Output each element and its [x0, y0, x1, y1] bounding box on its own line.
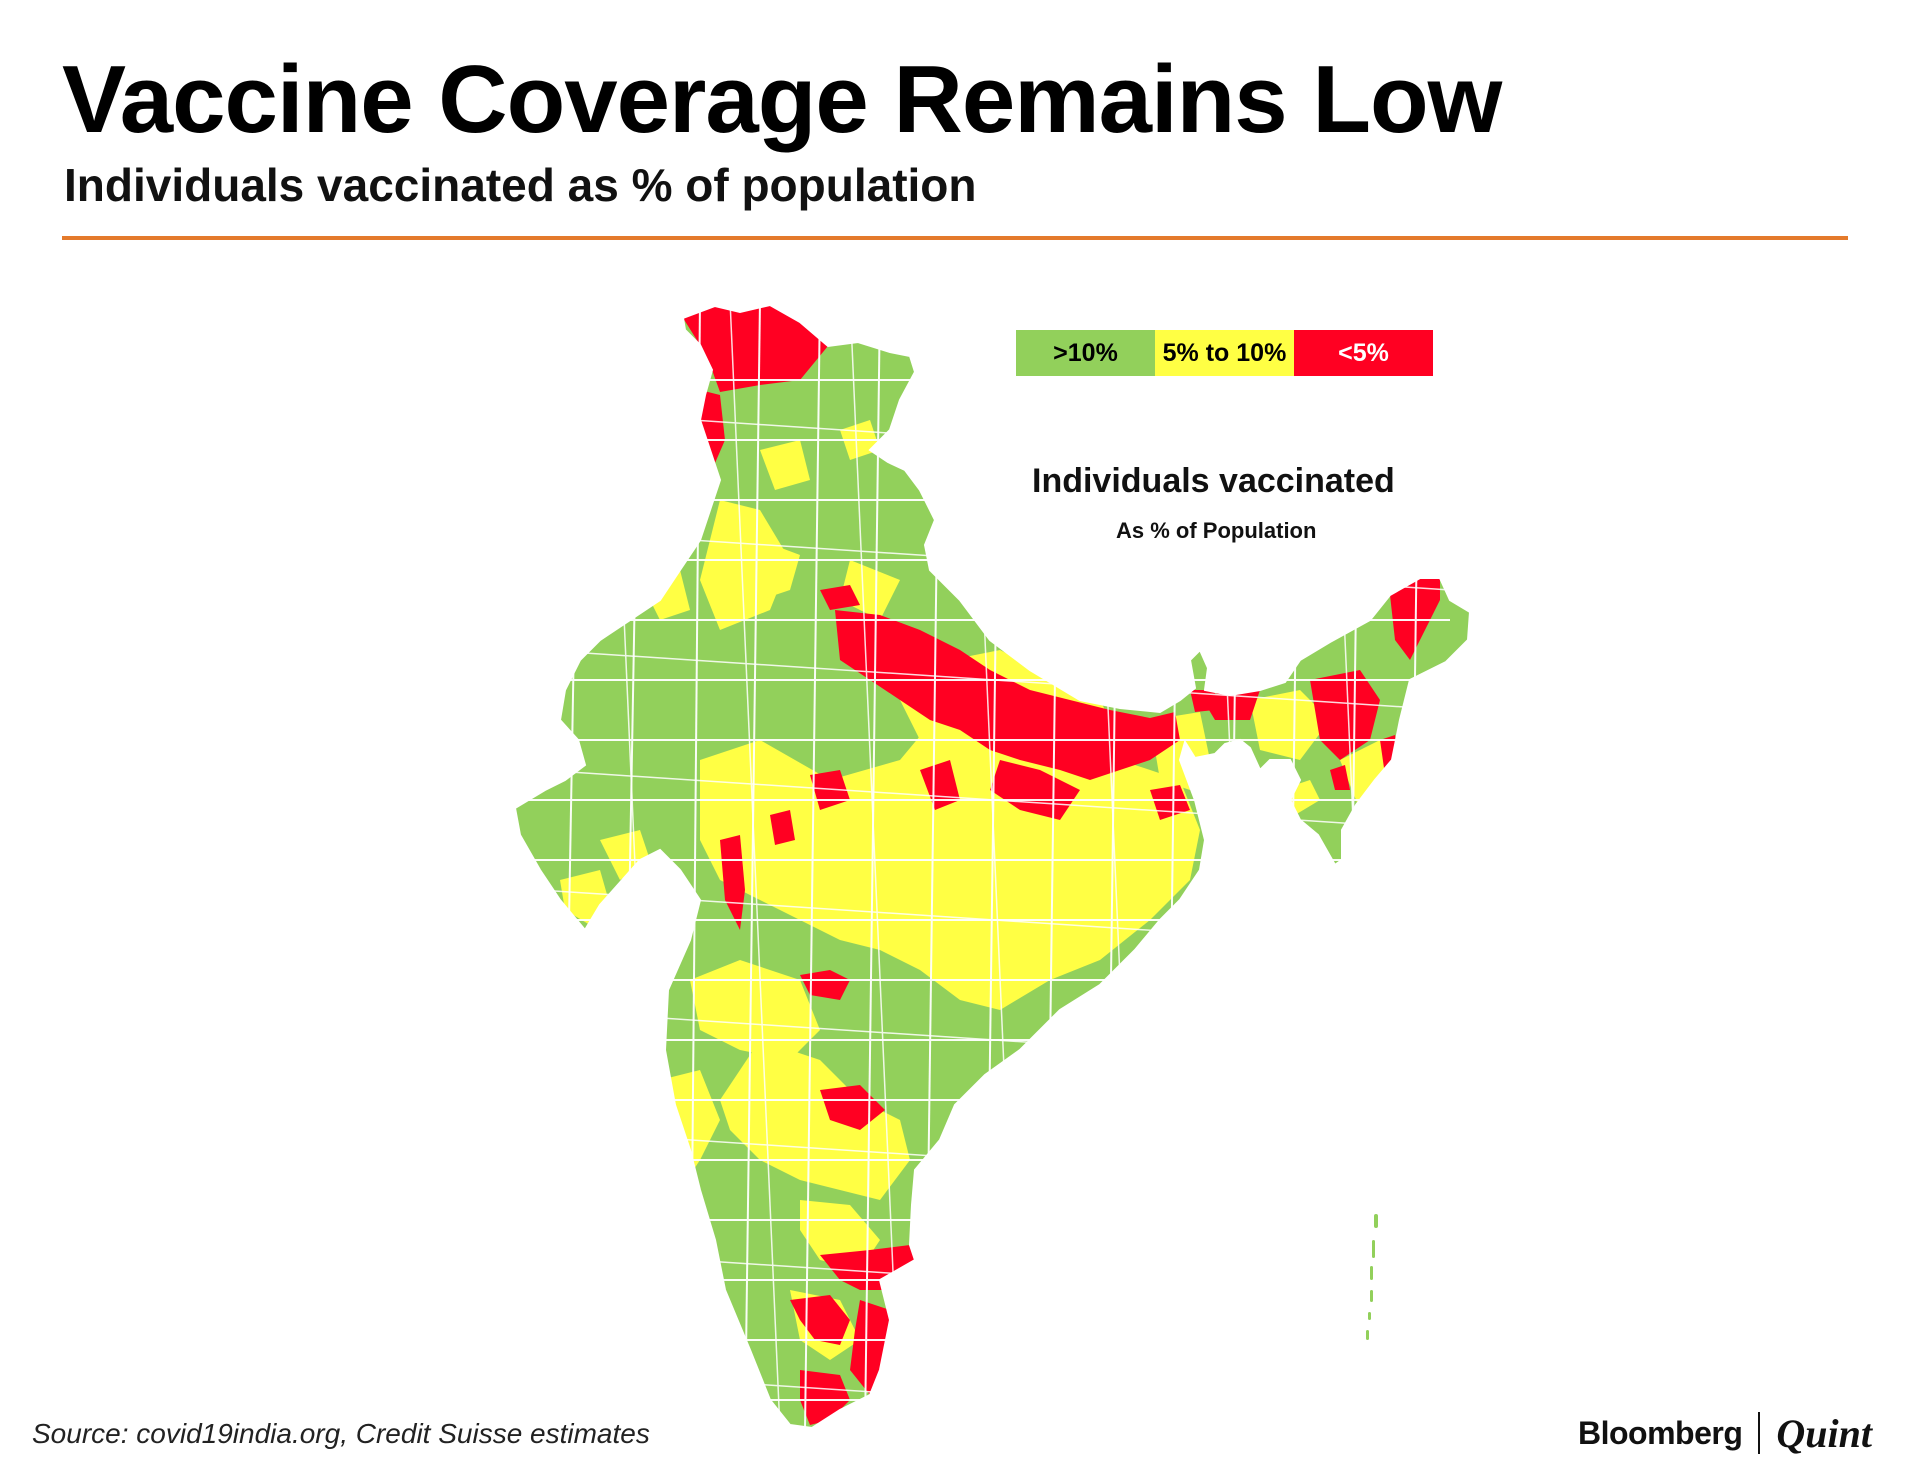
header-divider — [62, 236, 1848, 240]
brand-bloomberg: Bloomberg — [1578, 1414, 1743, 1451]
legend-item-below-5pct: <5% — [1294, 330, 1433, 376]
island-districts — [1366, 1214, 1378, 1340]
coverage-5-to-10pct-regions — [560, 420, 1390, 1360]
legend-item-above-10pct: >10% — [1016, 330, 1155, 376]
brand-logo: Bloomberg Quint — [1578, 1408, 1872, 1458]
map-legend: >10% 5% to 10% <5% — [1016, 330, 1433, 376]
legend-item-5-to-10pct: 5% to 10% — [1155, 330, 1294, 376]
map-subtitle: As % of Population — [1116, 518, 1317, 543]
page-title: Vaccine Coverage Remains Low — [62, 46, 1502, 153]
brand-quint: Quint — [1776, 1410, 1872, 1456]
page-subtitle: Individuals vaccinated as % of populatio… — [64, 159, 977, 211]
source-note: Source: covid19india.org, Credit Suisse … — [32, 1418, 650, 1449]
brand-divider — [1758, 1412, 1761, 1454]
map-title: Individuals vaccinated — [1032, 462, 1395, 500]
